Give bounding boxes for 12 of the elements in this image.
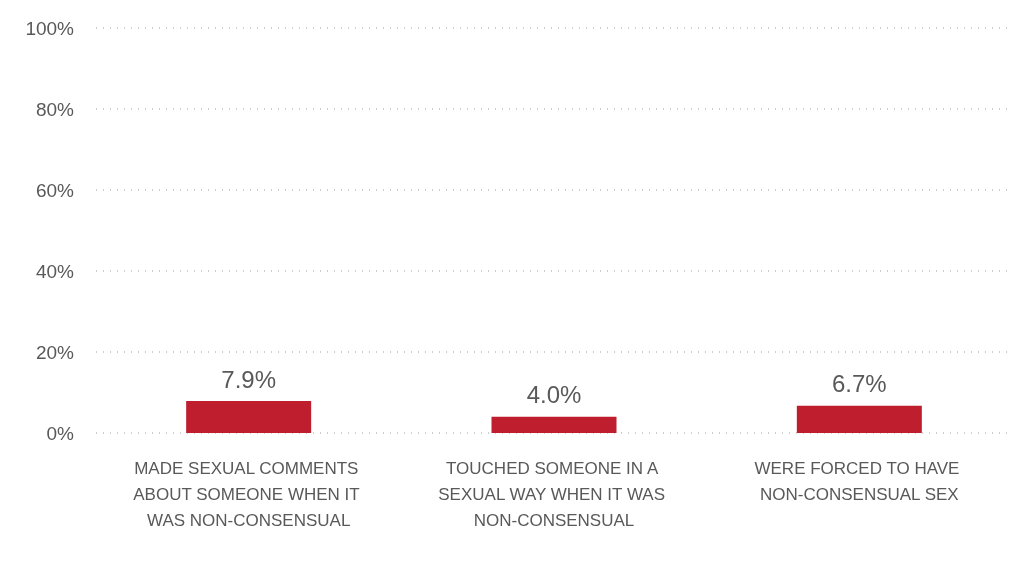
- data-label: 7.9%: [221, 365, 277, 393]
- y-tick-label: 80%: [35, 98, 75, 120]
- y-tick-label: 40%: [35, 260, 75, 282]
- y-tick-label: 0%: [46, 422, 75, 444]
- y-tick-label: 60%: [35, 179, 75, 201]
- x-tick-label: WERE FORCED TO HAVE NON-CONSENSUAL SEX: [754, 458, 965, 504]
- x-tick-label: TOUCHED SOMEONE IN A SEXUAL WAY WHEN IT WAS NON-CONSENSUAL: [438, 458, 670, 530]
- y-tick-label: 20%: [35, 341, 75, 363]
- data-label: 4.0%: [526, 381, 582, 409]
- data-label: 6.7%: [831, 370, 887, 398]
- y-tick-label: 100%: [25, 17, 75, 39]
- x-tick-label: MADE SEXUAL COMMENTS ABOUT SOMEONE WHEN IT WAS NON-CONSENSUAL: [133, 458, 365, 530]
